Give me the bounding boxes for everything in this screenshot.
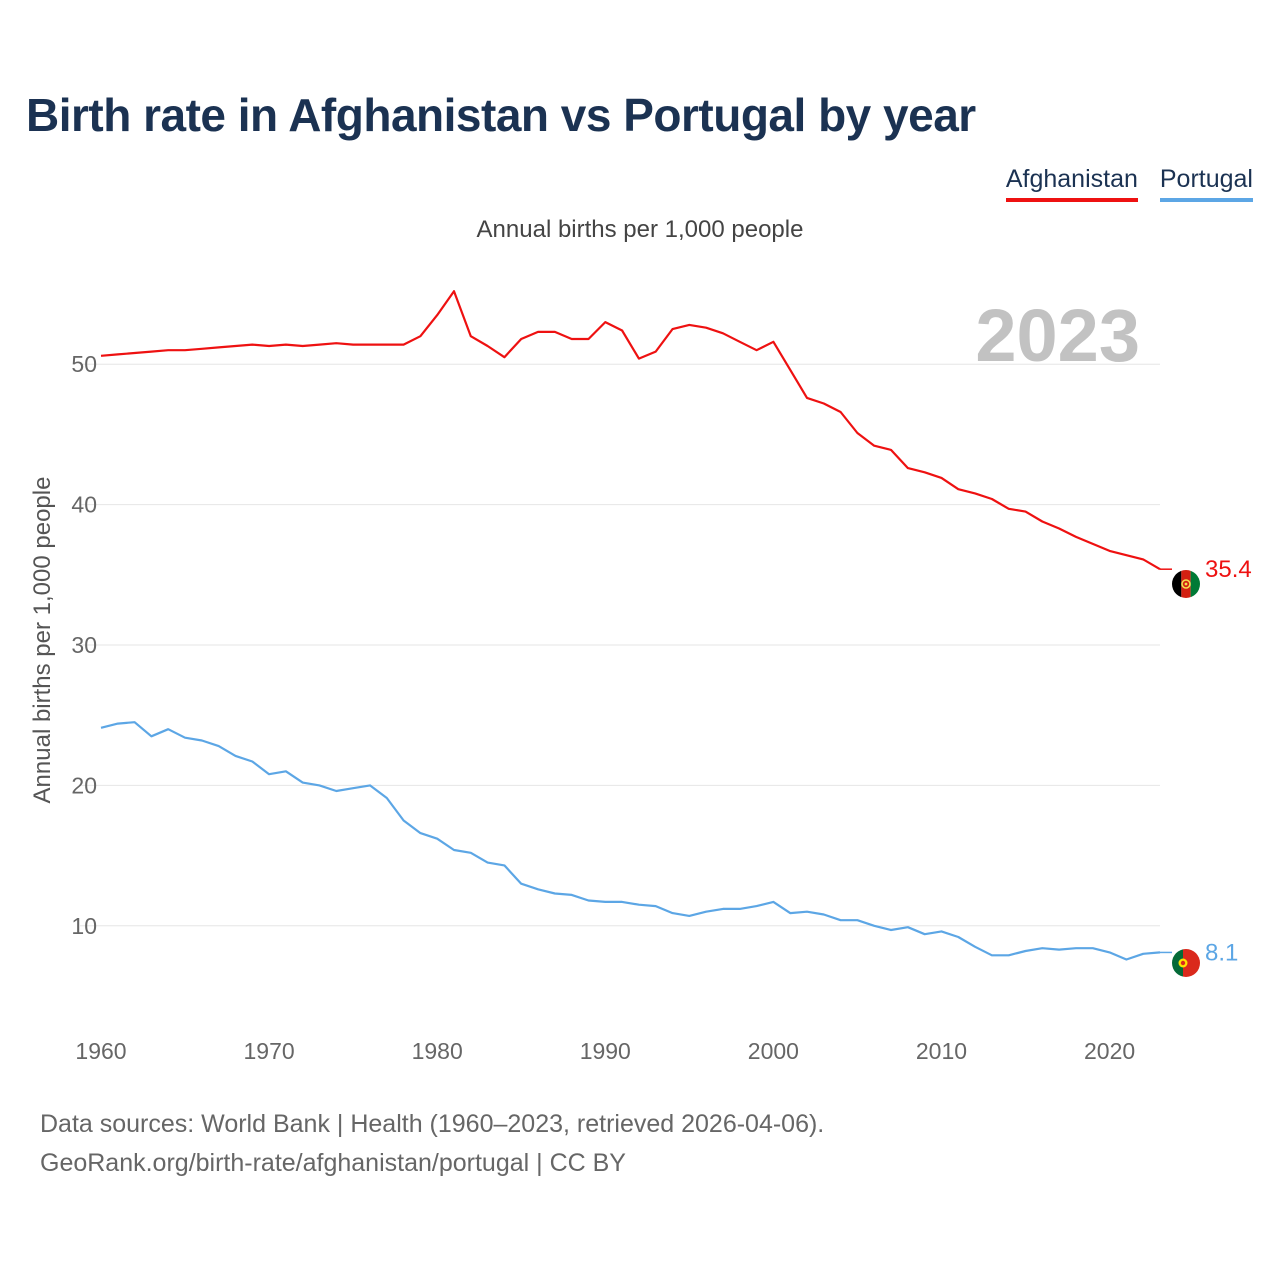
x-axis-ticks: 1960 1970 1980 1990 2000 2010 2020 bbox=[75, 1038, 1135, 1064]
y-tick-label: 50 bbox=[71, 351, 97, 377]
x-tick-label: 1980 bbox=[412, 1038, 463, 1064]
x-tick-label: 1990 bbox=[580, 1038, 631, 1064]
y-axis-ticks: 10 20 30 40 50 bbox=[71, 351, 97, 939]
x-tick-label: 1970 bbox=[244, 1038, 295, 1064]
footer: Data sources: World Bank | Health (1960–… bbox=[40, 1105, 824, 1183]
legend-item-afghanistan[interactable]: Afghanistan bbox=[1005, 164, 1138, 202]
portugal-flag-icon bbox=[1172, 949, 1200, 977]
chart-subtitle: Annual births per 1,000 people bbox=[476, 216, 804, 243]
x-tick-label: 1960 bbox=[75, 1038, 126, 1064]
series-line-portugal[interactable] bbox=[100, 721, 1161, 961]
end-value-label-portugal: 8.1 bbox=[1205, 939, 1238, 966]
y-tick-label: 10 bbox=[71, 913, 97, 939]
end-value-label-afghanistan: 35.4 bbox=[1205, 556, 1252, 583]
y-tick-label: 40 bbox=[71, 492, 97, 518]
y-tick-label: 30 bbox=[71, 632, 97, 658]
footer-source: Data sources: World Bank | Health (1960–… bbox=[40, 1110, 825, 1138]
year-watermark: 2023 bbox=[975, 294, 1140, 377]
x-tick-label: 2020 bbox=[1084, 1038, 1135, 1064]
series-line-afghanistan[interactable] bbox=[100, 290, 1161, 571]
footer-link[interactable]: GeoRank.org/birth-rate/afghanistan/portu… bbox=[40, 1149, 626, 1177]
series-layer bbox=[100, 290, 1172, 961]
x-tick-label: 2010 bbox=[916, 1038, 967, 1064]
line-chart: 2023 10 20 30 40 50 1960 1970 1980 1990 2000 2010… bbox=[29, 290, 1252, 1064]
legend-item-portugal[interactable]: Portugal bbox=[1159, 164, 1253, 202]
y-tick-label: 20 bbox=[71, 772, 97, 798]
legend: Afghanistan Portugal bbox=[1005, 164, 1253, 202]
x-tick-label: 2000 bbox=[748, 1038, 799, 1064]
chart-title: Birth rate in Afghanistan vs Portugal by… bbox=[26, 89, 976, 141]
end-labels: 35.4 8.1 bbox=[1205, 556, 1252, 966]
y-axis-label: Annual births per 1,000 people bbox=[29, 477, 56, 804]
grid-layer bbox=[80, 363, 1160, 927]
afghanistan-flag-icon bbox=[1172, 570, 1200, 598]
